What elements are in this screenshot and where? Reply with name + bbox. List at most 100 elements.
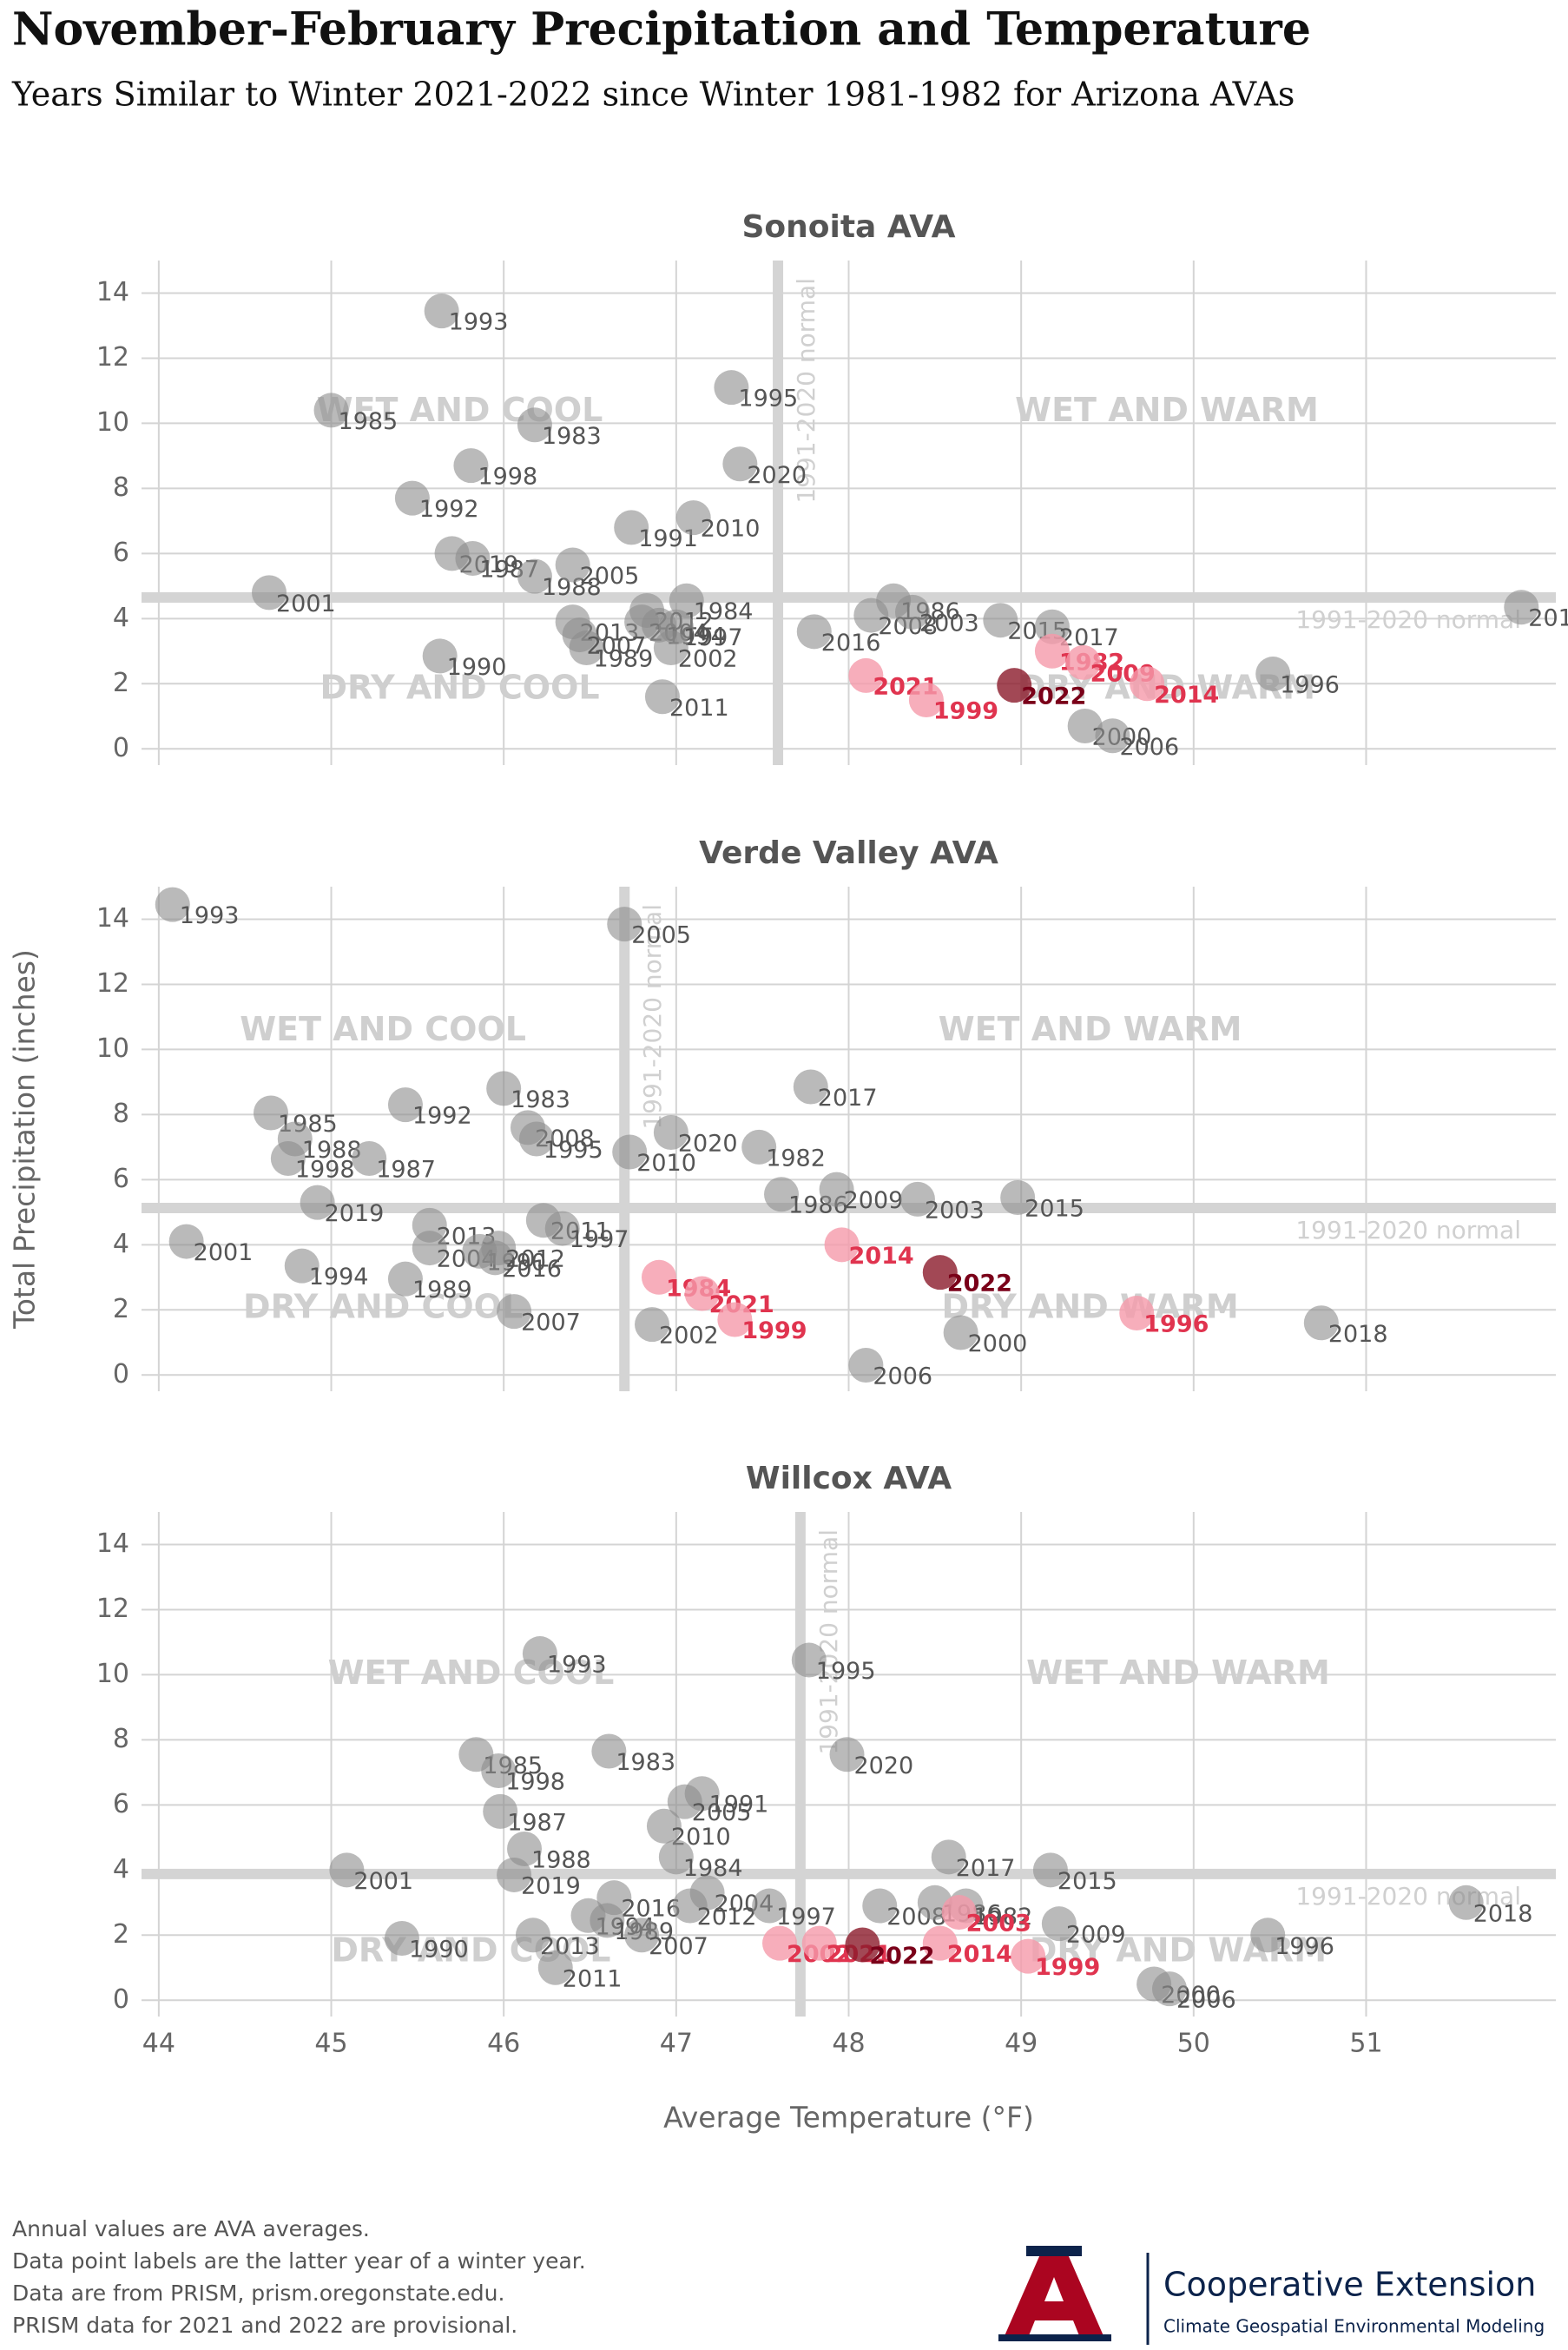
point-label: 1995 <box>816 1658 876 1685</box>
point-label: 2019 <box>521 1872 581 1899</box>
point <box>1067 709 1103 744</box>
point-label: 2001 <box>353 1868 413 1895</box>
point-label: 2016 <box>621 1896 681 1923</box>
y-tick-label: 4 <box>113 1854 129 1885</box>
point <box>481 1231 517 1266</box>
point-label: 1995 <box>544 1137 603 1164</box>
point <box>1152 1971 1188 2007</box>
point <box>384 1921 419 1957</box>
point <box>591 1733 627 1769</box>
point <box>845 1927 880 1963</box>
point <box>453 448 489 484</box>
point <box>1011 1938 1046 1974</box>
point-label: 1985 <box>339 408 399 435</box>
y-tick-label: 6 <box>113 1164 129 1194</box>
footnote: Data point labels are the latter year of… <box>12 2248 586 2274</box>
y-tick-label: 0 <box>113 1984 129 2015</box>
point <box>741 1129 777 1165</box>
quadrant-label: DRY AND WARM <box>942 1288 1239 1326</box>
point-label: 1992 <box>412 1103 472 1130</box>
point <box>537 1950 573 1985</box>
y-tick-label: 10 <box>96 407 129 438</box>
footnote: Annual values are AVA averages. <box>12 2216 370 2241</box>
normal-label: 1991-2020 normal <box>1295 1216 1521 1244</box>
point-label: 2011 <box>669 695 729 722</box>
point <box>653 630 688 666</box>
point <box>497 1857 532 1892</box>
point-label: 1998 <box>478 464 537 491</box>
panel-title: Verde Valley AVA <box>699 835 998 871</box>
point <box>253 1095 288 1131</box>
point <box>722 446 758 482</box>
point-label: 2015 <box>1024 1195 1084 1222</box>
point <box>1119 1296 1155 1331</box>
point-label: 1990 <box>409 1937 469 1964</box>
point-label: 2000 <box>968 1330 1028 1357</box>
point <box>607 907 642 942</box>
y-tick-label: 8 <box>113 1724 129 1754</box>
point-label: 2016 <box>821 630 881 657</box>
quadrant-label: DRY AND COOL <box>320 669 599 707</box>
subtitle: Years Similar to Winter 2021-2022 since … <box>11 76 1295 114</box>
point <box>752 1888 787 1924</box>
point <box>1065 644 1101 680</box>
y-tick-label: 6 <box>113 538 129 568</box>
point-label: 2005 <box>580 563 640 590</box>
point <box>412 1231 447 1266</box>
point-label: 2006 <box>1119 734 1179 761</box>
point-label: 2020 <box>747 462 807 489</box>
point <box>300 1185 335 1220</box>
point <box>329 1852 365 1888</box>
point-label: 1989 <box>412 1277 472 1304</box>
point <box>1303 1305 1339 1341</box>
point-label: 1982 <box>973 1904 1033 1931</box>
point-label: 1997 <box>776 1904 836 1931</box>
point <box>667 1784 702 1819</box>
point-label: 2018 <box>1473 1900 1533 1927</box>
y-tick-label: 4 <box>113 603 129 633</box>
point-label: 1989 <box>594 646 654 673</box>
point <box>544 1211 580 1246</box>
point <box>675 500 711 536</box>
point <box>646 1808 682 1844</box>
point-label: 2010 <box>701 516 761 543</box>
point-label: 2006 <box>873 1363 932 1390</box>
y-axis-label: Total Precipitation (inches) <box>8 949 42 1330</box>
normal-label: 1991-2020 normal <box>792 278 820 504</box>
point <box>1448 1885 1484 1920</box>
point-label: 1987 <box>376 1156 436 1183</box>
point-label: 2005 <box>631 922 691 949</box>
point <box>684 1276 720 1311</box>
point <box>1041 1906 1077 1942</box>
point-label: 2010 <box>636 1150 696 1177</box>
point <box>943 1315 978 1350</box>
point <box>481 1753 517 1788</box>
point <box>824 1227 860 1263</box>
point <box>1034 609 1070 644</box>
point-label: 2018 <box>1528 605 1568 632</box>
point-label: 2019 <box>325 1200 385 1227</box>
quadrant-label: WET AND COOL <box>328 1654 615 1692</box>
y-tick-label: 12 <box>96 968 129 999</box>
x-tick-label: 47 <box>660 2029 693 2059</box>
point-label: 1994 <box>309 1264 369 1291</box>
point-label: 2014 <box>947 1941 1012 1968</box>
point <box>853 597 889 633</box>
point <box>497 1294 532 1330</box>
title: November-February Precipitation and Temp… <box>12 3 1311 56</box>
normal-label: 1991-2020 normal <box>638 904 667 1130</box>
point-label: 2016 <box>502 1256 562 1283</box>
point-label: 2012 <box>505 1246 565 1273</box>
point-label: 2020 <box>854 1753 914 1779</box>
point <box>518 1121 554 1157</box>
point <box>908 683 944 718</box>
point <box>284 1248 320 1284</box>
point-label: 1999 <box>1035 1954 1100 1981</box>
y-tick-label: 14 <box>96 277 129 307</box>
point <box>422 638 458 674</box>
normal-label: 1991-2020 normal <box>814 1529 843 1755</box>
point-label: 2007 <box>521 1310 581 1337</box>
point <box>983 603 1018 638</box>
y-tick-label: 2 <box>113 1919 129 1950</box>
